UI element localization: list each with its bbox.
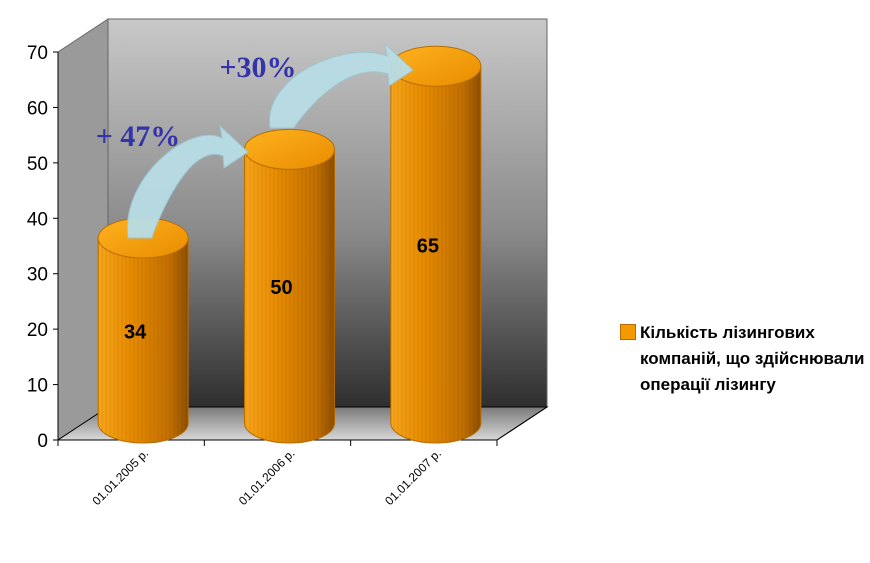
y-tick-label: 60: [27, 98, 48, 119]
y-tick-label: 40: [27, 209, 48, 230]
bar-cylinder: [244, 128, 335, 444]
bars: [97, 45, 482, 444]
x-category-label: 01.01.2005 р.: [89, 446, 151, 508]
bar-top: [244, 128, 335, 170]
bar-value-label: 34: [124, 322, 147, 344]
y-tick-label: 10: [27, 376, 48, 397]
y-tick-label: 50: [27, 154, 48, 175]
y-tick-label: 20: [27, 320, 48, 341]
growth-label: +30%: [219, 51, 296, 84]
growth-arrows: [126, 42, 414, 239]
bar-texture: [98, 238, 189, 444]
bar-cylinder: [97, 217, 189, 444]
x-category-label: 01.01.2006 р.: [236, 446, 298, 508]
bar-cylinder: [390, 45, 482, 444]
bar-texture: [244, 149, 335, 443]
x-category-label: 01.01.2007 р.: [382, 446, 444, 508]
bar-value-label: 65: [417, 236, 439, 258]
legend-swatch: [620, 324, 636, 340]
bar-texture: [390, 66, 481, 443]
y-tick-label: 0: [37, 431, 48, 452]
growth-arrow: [269, 42, 414, 129]
bar-value-label: 50: [270, 277, 292, 299]
floor-edge-line: [496, 406, 548, 441]
legend-label: Кількість лізингових компаній, що здійсн…: [640, 323, 865, 394]
y-tick-label: 70: [27, 43, 48, 64]
legend: Кількість лізингових компаній, що здійсн…: [620, 320, 865, 398]
growth-label: + 47%: [96, 120, 181, 153]
y-tick-label: 30: [27, 265, 48, 286]
growth-arrow: [126, 124, 249, 239]
